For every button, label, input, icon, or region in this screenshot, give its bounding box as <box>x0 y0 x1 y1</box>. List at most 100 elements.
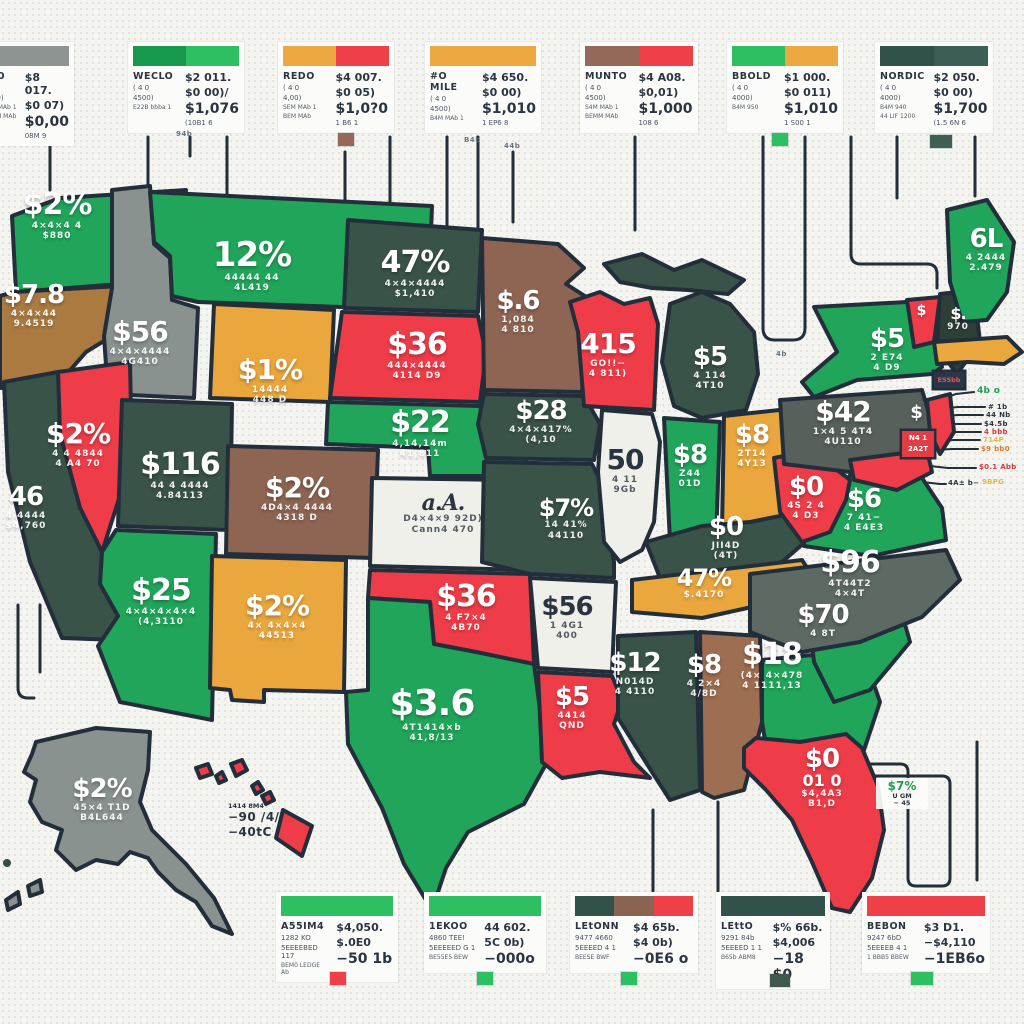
legend-card-bottom-2: 1EKOO 4860 TEE! 5EEEEED G 1 BE55E5 BEW 4… <box>424 892 546 973</box>
state-label-arkansas: $56 1 4G1 400 <box>541 592 593 641</box>
states-group <box>0 184 1024 936</box>
swatch-gold <box>430 46 536 66</box>
state-label-montana: 12% 44444 44 4L419 <box>212 235 292 293</box>
state-label-new-hampshire: $. 970 <box>947 304 969 333</box>
state-north-carolina <box>748 548 962 654</box>
swatch-darkgreen-brown-red <box>575 896 693 916</box>
swatch-gold-red <box>283 46 389 66</box>
state-label-alaska: $2% 45×4 T1D B4L644 <box>72 774 132 823</box>
state-label-new-york: $5 2 E74 4 D9 <box>869 324 905 373</box>
state-north-dakota <box>342 218 484 314</box>
state-label-pennsylvania: $42 1×4 5 4T4 4U110 <box>812 395 874 447</box>
legend-card-bottom-5: BEBON 9247 6bD 5EEEEB 4 1 1 BBB5 BBEW $3… <box>862 892 990 973</box>
ne-callout-4: $4.5b <box>984 420 1008 428</box>
state-label-florida: $0 01 0 $4,4A3 B1,D <box>801 744 843 809</box>
swatch-dark-green-two-tone <box>880 46 988 66</box>
connector-note-4: 4b <box>776 350 787 358</box>
legend-card-bottom-3: LEtONN 9477 4660 5EEEED 4 1 BEESE BWF $4… <box>570 892 698 973</box>
legend-card-bottom-4: LEttO 9291 84b 5EEEED 1 1 B65b ABM8 $% 6… <box>716 892 830 989</box>
ne-callout-9: 4A± b− <box>948 479 980 487</box>
state-label-nevada: $2% 4 4 4844 4 A4 70 <box>45 417 111 469</box>
state-label-indiana: $8 Z44 01D <box>672 440 708 489</box>
ne-callout-3: 44 Nb <box>986 411 1011 419</box>
legend-card-bottom-1: A55IM4 1282 KO 5EEEEBED 117 BEM0 LEDGE A… <box>276 892 398 982</box>
state-label-idaho: $56 4×4×4444 4G410 <box>109 315 171 367</box>
state-label-ohio: $8 2T14 4Y13 <box>734 420 770 469</box>
state-label-new-jersey: $ <box>910 402 922 423</box>
swatch-dark-green <box>721 896 825 916</box>
state-minnesota <box>480 236 590 394</box>
state-label-michigan: $5 4 114 4T10 <box>692 342 728 391</box>
state-label-virginia: $6 7 41− 4 E4E3 <box>843 484 885 533</box>
state-maine <box>945 198 1016 324</box>
state-florida <box>742 732 886 914</box>
legend-card-2: WECLO ( 4 0 4500) E22B bbba 1 $2 011. $0… <box>128 42 244 133</box>
legend-label: ?CO <box>0 71 6 82</box>
legend-card-4: #O MILE ( 4 0 4500) B4M MAb 1 $4 650. $0… <box>425 42 541 133</box>
ne-callout-1: 4b o <box>977 386 1001 396</box>
state-label-wisconsin: 415 GO!!− 4 811) <box>580 327 636 379</box>
hawaii-note: 1414 8M4 −90 /4/ −40tC <box>228 802 280 840</box>
state-michigan <box>660 290 760 420</box>
marker-green-bottom-3 <box>621 972 637 985</box>
legend-card-3: REDO ( 4 0 4,00) SEM MAb 1 BEM MAb $4 00… <box>278 42 394 133</box>
legend-card-1: ?CO ( 4 0 4500) S4M MAb 1 BEMM MAb $8 01… <box>0 42 74 146</box>
state-label-south-carolina: $70 4 8T <box>797 600 849 639</box>
swatch-green-two-tone <box>133 46 239 66</box>
state-massachusetts <box>932 335 1024 366</box>
ne-callout-2: # 1b <box>988 403 1008 411</box>
swatch-green <box>429 896 541 916</box>
ne-callout-5: 4 bbb <box>984 428 1008 436</box>
state-label-kentucky: $0 JII4D (4T) <box>708 512 744 561</box>
state-illinois <box>596 408 662 564</box>
state-label-north-dakota: 47% 4×4×4444 $1,410 <box>380 245 451 299</box>
florida-callout-chip: $7% U GM − 45 <box>876 778 928 810</box>
swatch-brown-red <box>585 46 693 66</box>
legend-card-5: MUNTO ( 4 0 4500) S4M MAb 1 BEMM MAb $4 … <box>580 42 698 133</box>
state-hawaii <box>194 758 314 858</box>
state-alaska <box>22 726 234 936</box>
connector-note-1: 94b <box>176 130 193 138</box>
state-michigan-upper <box>602 252 746 296</box>
state-label-washington: $2% 4×4×4 4 $880 <box>22 187 93 241</box>
state-label-iowa: $28 4×4×417% (4,10 <box>509 396 573 445</box>
state-label-oregon: $7.8 4×4×44 9.4519 <box>3 280 65 329</box>
swatch-green-gold <box>732 46 838 66</box>
marker-green <box>772 133 788 146</box>
alaska-dot <box>3 859 11 867</box>
state-label-maine: 6L 4 2444 2.479 <box>965 224 1007 273</box>
swatch-red <box>867 896 985 916</box>
state-label-utah: $116 44 4 4444 4.84113 <box>140 447 220 501</box>
legend-connector-lines <box>48 135 977 342</box>
state-label-colorado: $2% 4D4×4 4444 4318 D <box>261 471 333 523</box>
marker-green-bottom-5 <box>911 972 933 985</box>
swatch-green <box>281 896 393 916</box>
state-label-oklahoma: $36 4 F7×4 4B70 <box>436 579 497 633</box>
state-new-mexico <box>208 554 348 704</box>
state-label-north-carolina: $96 4T44T2 4×4T <box>820 545 881 599</box>
state-label-wyoming: $1% 14444 448 D <box>237 353 303 405</box>
state-label-texas: $3.6 4T1414×b 41,8/13 <box>389 683 476 743</box>
state-label-louisiana: $5 4414 QND <box>554 682 590 731</box>
ne-callout-8: $0.1 Abb <box>979 463 1017 471</box>
state-label-south-dakota: $36 444×4444 4114 D9 <box>387 327 448 381</box>
marker-darkgreen-bottom-4 <box>770 974 790 987</box>
alaska-islet-1 <box>4 890 22 912</box>
state-label-georgia: $18 (4× 4×478 4 1111,13 <box>740 637 804 691</box>
state-label-alabama: $8 4 2×4 4/8D <box>686 650 722 699</box>
state-label-nebraska: $22 4,14,14m 41,811 <box>390 405 451 459</box>
marker-brown <box>338 133 354 146</box>
state-wisconsin <box>568 290 660 412</box>
state-label-arizona: $25 4×4×4×4×4 (4,3110 <box>125 573 197 627</box>
state-label-vermont: $ <box>916 303 927 319</box>
state-label-illinois: 50 4 11 9Gb <box>606 443 645 495</box>
state-missouri <box>480 460 616 580</box>
marker-teal <box>930 135 952 148</box>
state-label-tennessee: 47% $.4170 <box>676 564 732 601</box>
state-label-kansas: a.A. D4×4×9 92D) Cann4 470 <box>403 490 483 535</box>
connector-note-2: B4b <box>464 136 481 144</box>
connecticut-label-box: E55bb <box>934 372 964 388</box>
